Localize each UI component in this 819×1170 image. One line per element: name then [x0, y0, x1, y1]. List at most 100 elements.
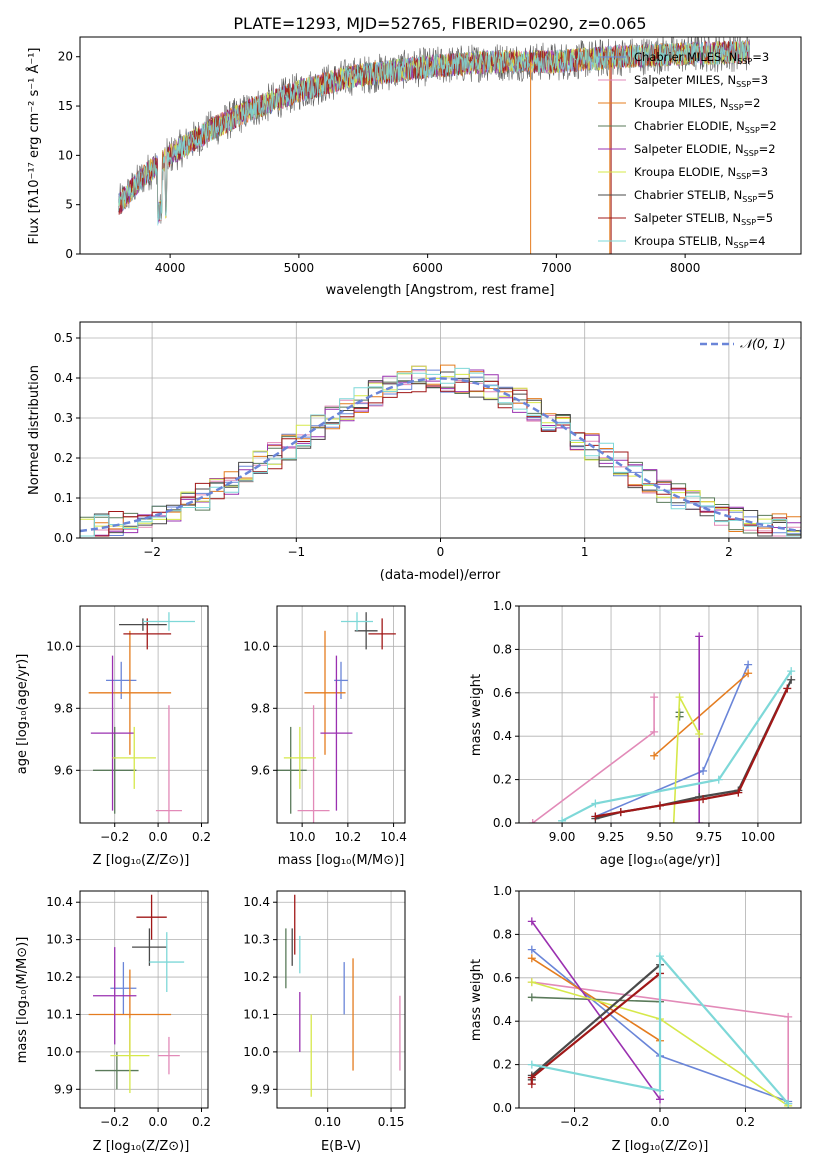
mass-vs-metallicity-ytick-label: 10.1 — [46, 1007, 73, 1021]
spectrum-legend-label: Salpeter STELIB, NSSP=5 — [634, 211, 773, 227]
weight-vs-metallicity-point-marker — [527, 945, 536, 954]
spectrum-xtick-label: 8000 — [670, 261, 701, 275]
weight-vs-age-point-marker — [695, 819, 704, 823]
spectrum-xtick-label: 7000 — [541, 261, 572, 275]
mass-vs-ebv-ytick-label: 10.1 — [243, 1007, 270, 1021]
weight-vs-age-ylabel: mass weight — [469, 674, 484, 756]
weight-vs-age-ytick-label: 0.8 — [493, 642, 512, 656]
weight-vs-age-ytick-label: 0.4 — [493, 729, 512, 743]
mass-vs-ebv-xtick-label: 0.15 — [378, 1115, 405, 1129]
weight-vs-age-ytick-label: 1.0 — [493, 599, 512, 613]
residuals-ytick-label: 0.3 — [54, 411, 73, 425]
spectrum-xtick-label: 5000 — [284, 261, 315, 275]
spectrum-legend-label: Chabrier STELIB, NSSP=5 — [634, 188, 774, 204]
spectrum-ytick-label: 20 — [58, 50, 73, 64]
weight-vs-metallicity-panel: Z [log₁₀(Z/Z⊙)] mass weight −0.2 0.0 0.2 0.… — [469, 884, 802, 1154]
spectrum-xtick-label: 4000 — [155, 261, 186, 275]
age-vs-metallicity-ytick-label: 10.0 — [46, 639, 73, 653]
spectrum-frame — [79, 36, 802, 255]
spectrum-series-line — [118, 39, 750, 226]
residuals-legend-label: 𝒩(0, 1) — [740, 336, 786, 351]
weight-vs-age-point-marker — [591, 812, 600, 821]
mass-vs-metallicity-ytick-label: 10.3 — [46, 933, 73, 947]
weight-vs-age-point-marker — [699, 766, 708, 775]
residuals-xtick-label: −1 — [287, 545, 305, 559]
spectrum-legend-label: Kroupa MILES, NSSP=2 — [634, 96, 760, 112]
residuals-histogram-step — [80, 365, 801, 533]
spectrum-ytick-label: 0 — [65, 247, 73, 261]
weight-vs-metallicity-ytick-label: 0.4 — [493, 1014, 512, 1028]
spectrum-ytick-label: 5 — [65, 198, 73, 212]
spectrum-legend-label: Chabrier MILES, NSSP=3 — [634, 50, 769, 66]
weight-vs-metallicity-point-marker — [527, 993, 536, 1002]
mass-vs-metallicity-xtick-label: −0.2 — [100, 1115, 129, 1129]
weight-vs-metallicity-xtick-label: 0.2 — [736, 1115, 755, 1129]
weight-vs-age-xtick-label: 9.00 — [549, 830, 576, 844]
weight-vs-age-series-line — [653, 672, 749, 757]
mass-vs-ebv-xtick-label: 0.10 — [314, 1115, 341, 1129]
weight-vs-age-point-marker — [744, 669, 753, 678]
weight-vs-age-panel: age [log₁₀(age/yr)] mass weight 9.00 9.25… — [469, 599, 802, 868]
weight-vs-age-xtick-label: 9.75 — [696, 830, 723, 844]
spectrum-legend-label: Chabrier ELODIE, NSSP=2 — [634, 119, 777, 135]
age-vs-mass-panel: mass [log₁₀(M/M⊙)] 10.0 10.2 10.4 9.6 9.8 10.… — [243, 605, 407, 868]
spectrum-xtick-label: 6000 — [412, 261, 443, 275]
age-vs-metallicity-xtick-label: 0.2 — [192, 830, 211, 844]
mass-vs-ebv-ytick-label: 10.2 — [243, 970, 270, 984]
spectrum-plot-area — [118, 37, 750, 254]
weight-vs-age-point-marker — [787, 675, 796, 684]
weight-vs-age-point-marker — [591, 799, 600, 808]
mass-vs-metallicity-plot-area — [88, 894, 185, 1094]
weight-vs-age-point-marker — [695, 632, 704, 641]
residuals-xtick-label: −2 — [143, 545, 161, 559]
residuals-xlabel: (data-model)/error — [380, 568, 501, 583]
weight-vs-metallicity-ytick-label: 0.6 — [493, 971, 512, 985]
spectrum-legend-label: Salpeter ELODIE, NSSP=2 — [634, 142, 776, 158]
residuals-xtick-label: 0 — [437, 545, 445, 559]
age-vs-metallicity-xtick-label: −0.2 — [100, 830, 129, 844]
age-vs-metallicity-ytick-label: 9.8 — [54, 701, 73, 715]
weight-vs-age-point-marker — [787, 667, 796, 676]
mass-vs-metallicity-xlabel: Z [log₁₀(Z/Z⊙)] — [93, 1139, 190, 1154]
weight-vs-metallicity-ytick-label: 0.0 — [493, 1101, 512, 1115]
weight-vs-age-series-line — [595, 688, 789, 818]
residuals-normal-curve — [80, 377, 801, 533]
weight-vs-age-ytick-label: 0.0 — [493, 816, 512, 830]
weight-vs-age-xtick-label: 9.25 — [598, 830, 625, 844]
weight-vs-metallicity-ytick-label: 0.8 — [493, 927, 512, 941]
mass-vs-metallicity-ytick-label: 10.0 — [46, 1045, 73, 1059]
spectrum-ytick-label: 15 — [58, 99, 73, 113]
weight-vs-age-point-marker — [675, 693, 684, 702]
residuals-ytick-label: 0.4 — [54, 371, 73, 385]
spectrum-panel: wavelength [Angstrom, rest frame] Flux [… — [26, 36, 802, 298]
mass-vs-metallicity-frame — [79, 890, 209, 1109]
weight-vs-metallicity-point-marker — [527, 1073, 536, 1082]
weight-vs-metallicity-ytick-label: 0.2 — [493, 1058, 512, 1072]
weight-vs-age-xtick-label: 10.00 — [741, 830, 775, 844]
mass-vs-ebv-ytick-label: 10.4 — [243, 895, 270, 909]
figure-title: PLATE=1293, MJD=52765, FIBERID=0290, z=0… — [233, 14, 646, 33]
weight-vs-age-point-marker — [783, 684, 792, 693]
weight-vs-metallicity-xtick-label: 0.0 — [650, 1115, 669, 1129]
weight-vs-age-series-line — [672, 694, 700, 823]
spectrum-xlabel: wavelength [Angstrom, rest frame] — [326, 283, 555, 298]
residuals-xtick-label: 2 — [725, 545, 733, 559]
age-vs-metallicity-xtick-label: 0.0 — [149, 830, 168, 844]
age-vs-metallicity-plot-area — [88, 612, 195, 823]
weight-vs-metallicity-point-marker — [527, 917, 536, 926]
weight-vs-age-point-marker — [616, 808, 625, 817]
age-vs-mass-plot-area — [277, 612, 396, 823]
age-vs-metallicity-ytick-label: 9.6 — [54, 763, 73, 777]
residuals-ytick-label: 0.1 — [54, 491, 73, 505]
residuals-ytick-label: 0.2 — [54, 451, 73, 465]
age-vs-mass-xlabel: mass [log₁₀(M/M⊙)] — [278, 853, 405, 868]
weight-vs-age-xtick-label: 9.50 — [647, 830, 674, 844]
age-vs-mass-xtick-label: 10.4 — [380, 830, 407, 844]
mass-vs-ebv-xlabel: E(B-V) — [321, 1139, 361, 1154]
mass-vs-metallicity-ytick-label: 9.9 — [54, 1082, 73, 1096]
mass-vs-ebv-ytick-label: 10.0 — [243, 1045, 270, 1059]
weight-vs-age-point-marker — [650, 751, 659, 760]
weight-vs-age-point-marker — [714, 775, 723, 784]
age-vs-mass-ytick-label: 10.0 — [243, 639, 270, 653]
spectrum-ylabel: Flux [fλ10⁻¹⁷ erg cm⁻² s⁻¹ Å⁻¹] — [26, 48, 42, 245]
